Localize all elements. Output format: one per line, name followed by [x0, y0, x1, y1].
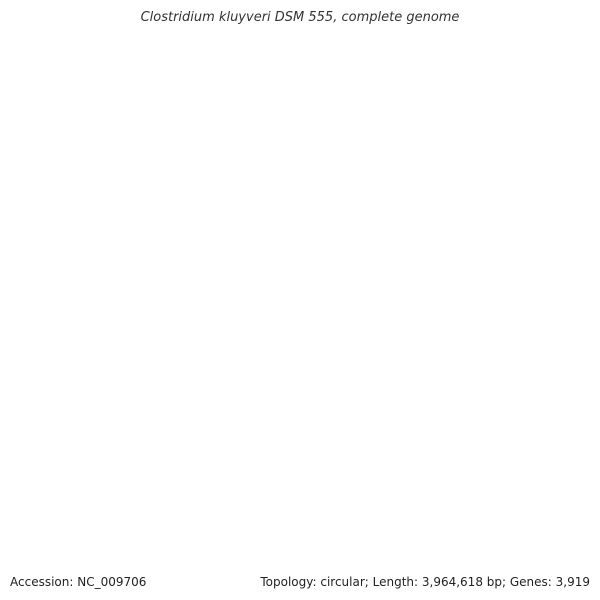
- genome-summary-text: Topology: circular; Length: 3,964,618 bp…: [260, 575, 590, 589]
- map-title: Clostridium kluyveri DSM 555, complete g…: [140, 10, 460, 25]
- accession-text: Accession: NC_009706: [10, 575, 147, 589]
